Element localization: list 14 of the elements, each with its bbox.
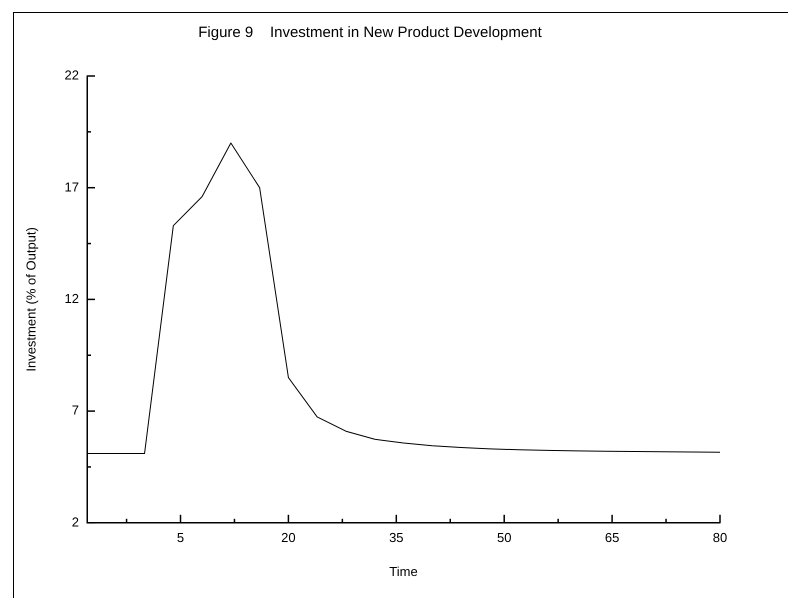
y-tick-label: 17 xyxy=(64,179,79,194)
x-tick-label: 20 xyxy=(281,530,296,546)
y-tick-label: 2 xyxy=(72,514,79,530)
x-tick-label: 80 xyxy=(712,530,728,546)
x-tick-label: 35 xyxy=(389,530,404,546)
y-axis-title: Investment (% of Output) xyxy=(23,227,38,372)
x-axis-title: Time xyxy=(389,564,418,579)
x-tick-label: 50 xyxy=(496,530,512,546)
y-tick-label: 12 xyxy=(64,290,79,306)
x-tick-label: 5 xyxy=(176,530,184,546)
x-tick-label: 65 xyxy=(604,530,620,546)
chart-title: Figure 9 Investment in New Product Development xyxy=(198,24,543,42)
y-tick-label: 22 xyxy=(64,68,79,83)
y-tick-label: 7 xyxy=(72,402,79,418)
